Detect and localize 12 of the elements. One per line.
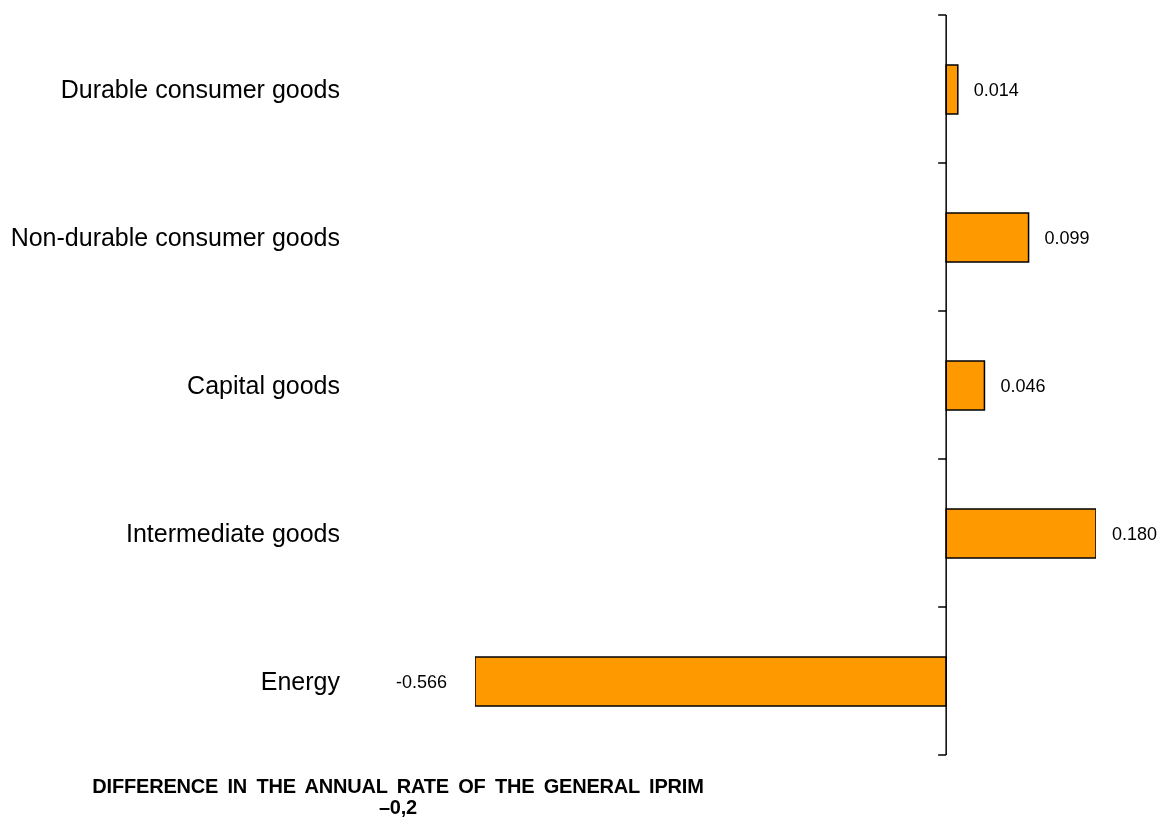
y-tick-label: Durable consumer goods: [60, 75, 340, 103]
data-label: 0.099: [1044, 227, 1090, 248]
data-label: 0.014: [973, 79, 1019, 100]
y-tick-label: Intermediate goods: [125, 519, 340, 547]
data-label: -0.566: [395, 671, 447, 692]
y-tick-label: Non-durable consumer goods: [10, 223, 340, 251]
text: DIFFERENCE IN THE ANNUAL RATE OF THE GENERAL IPRIM: [91, 775, 705, 797]
data-label: 0.180: [1112, 523, 1158, 544]
y-tick-label: Capital goods: [187, 371, 340, 399]
text: –0,2: [377, 796, 419, 818]
data-label: 0.046: [1000, 375, 1046, 396]
y-tick-label: Energy: [260, 667, 341, 695]
